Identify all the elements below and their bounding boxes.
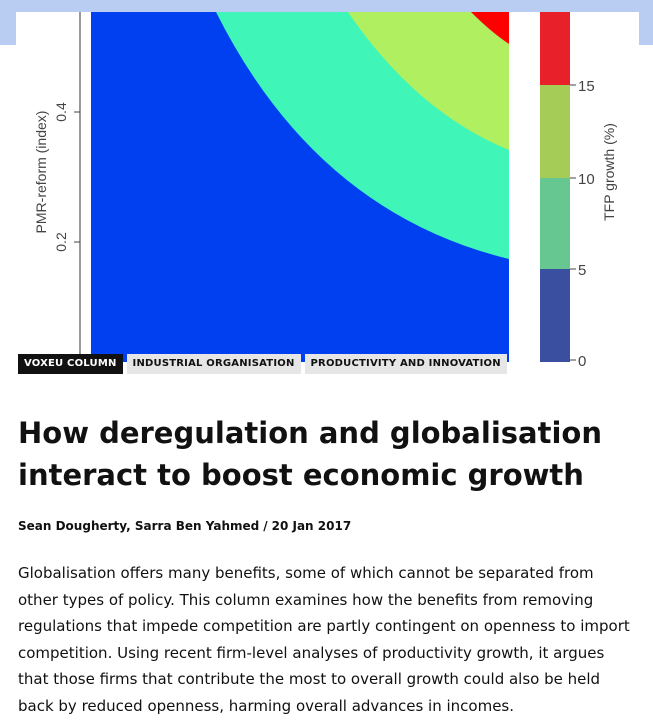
tag-list: VOXEU COLUMN INDUSTRIAL ORGANISATION PRO…: [18, 354, 511, 374]
byline: Sean Dougherty, Sarra Ben Yahmed/20 Jan …: [18, 519, 351, 533]
tag-productivity-and-innovation[interactable]: PRODUCTIVITY AND INNOVATION: [304, 354, 507, 374]
colorbar-tick-label: 10: [578, 171, 595, 188]
byline-separator: /: [263, 519, 268, 533]
colorbar-tick-label: 5: [578, 262, 586, 279]
y-axis-label: PMR-reform (index): [33, 111, 49, 234]
colorbar-tick-label: 0: [578, 353, 586, 370]
tag-voxeu-column[interactable]: VOXEU COLUMN: [18, 354, 123, 374]
colorbar-bin-5-10: [540, 178, 570, 269]
article-summary: Globalisation offers many benefits, some…: [18, 564, 630, 715]
publish-date: 20 Jan 2017: [271, 519, 352, 533]
colorbar-bin-10-15: [540, 85, 570, 178]
colorbar-bin-0-5: [540, 269, 570, 362]
region-10-15: [348, 12, 509, 150]
top-banner: [0, 0, 653, 12]
region-15-20: [471, 12, 509, 44]
authors-link[interactable]: Sean Dougherty, Sarra Ben Yahmed: [18, 519, 260, 533]
colorbar-tick-label: 15: [578, 78, 595, 95]
tag-industrial-organisation[interactable]: INDUSTRIAL ORGANISATION: [126, 354, 301, 374]
colorbar-label: TFP growth (%): [601, 123, 617, 221]
hero-chart: 0.4 0.2 PMR-reform (index) 15 10 5 0 TFP…: [16, 12, 639, 374]
side-panel-right: [639, 12, 653, 45]
colorbar-bin-15-20: [540, 12, 570, 85]
y-tick-label: 0.4: [53, 102, 69, 122]
contour-chart: 0.4 0.2 PMR-reform (index) 15 10 5 0 TFP…: [33, 12, 617, 370]
article-title: How deregulation and globalisation inter…: [18, 416, 602, 492]
y-tick-label: 0.2: [53, 232, 69, 252]
side-panel-left: [0, 12, 16, 45]
